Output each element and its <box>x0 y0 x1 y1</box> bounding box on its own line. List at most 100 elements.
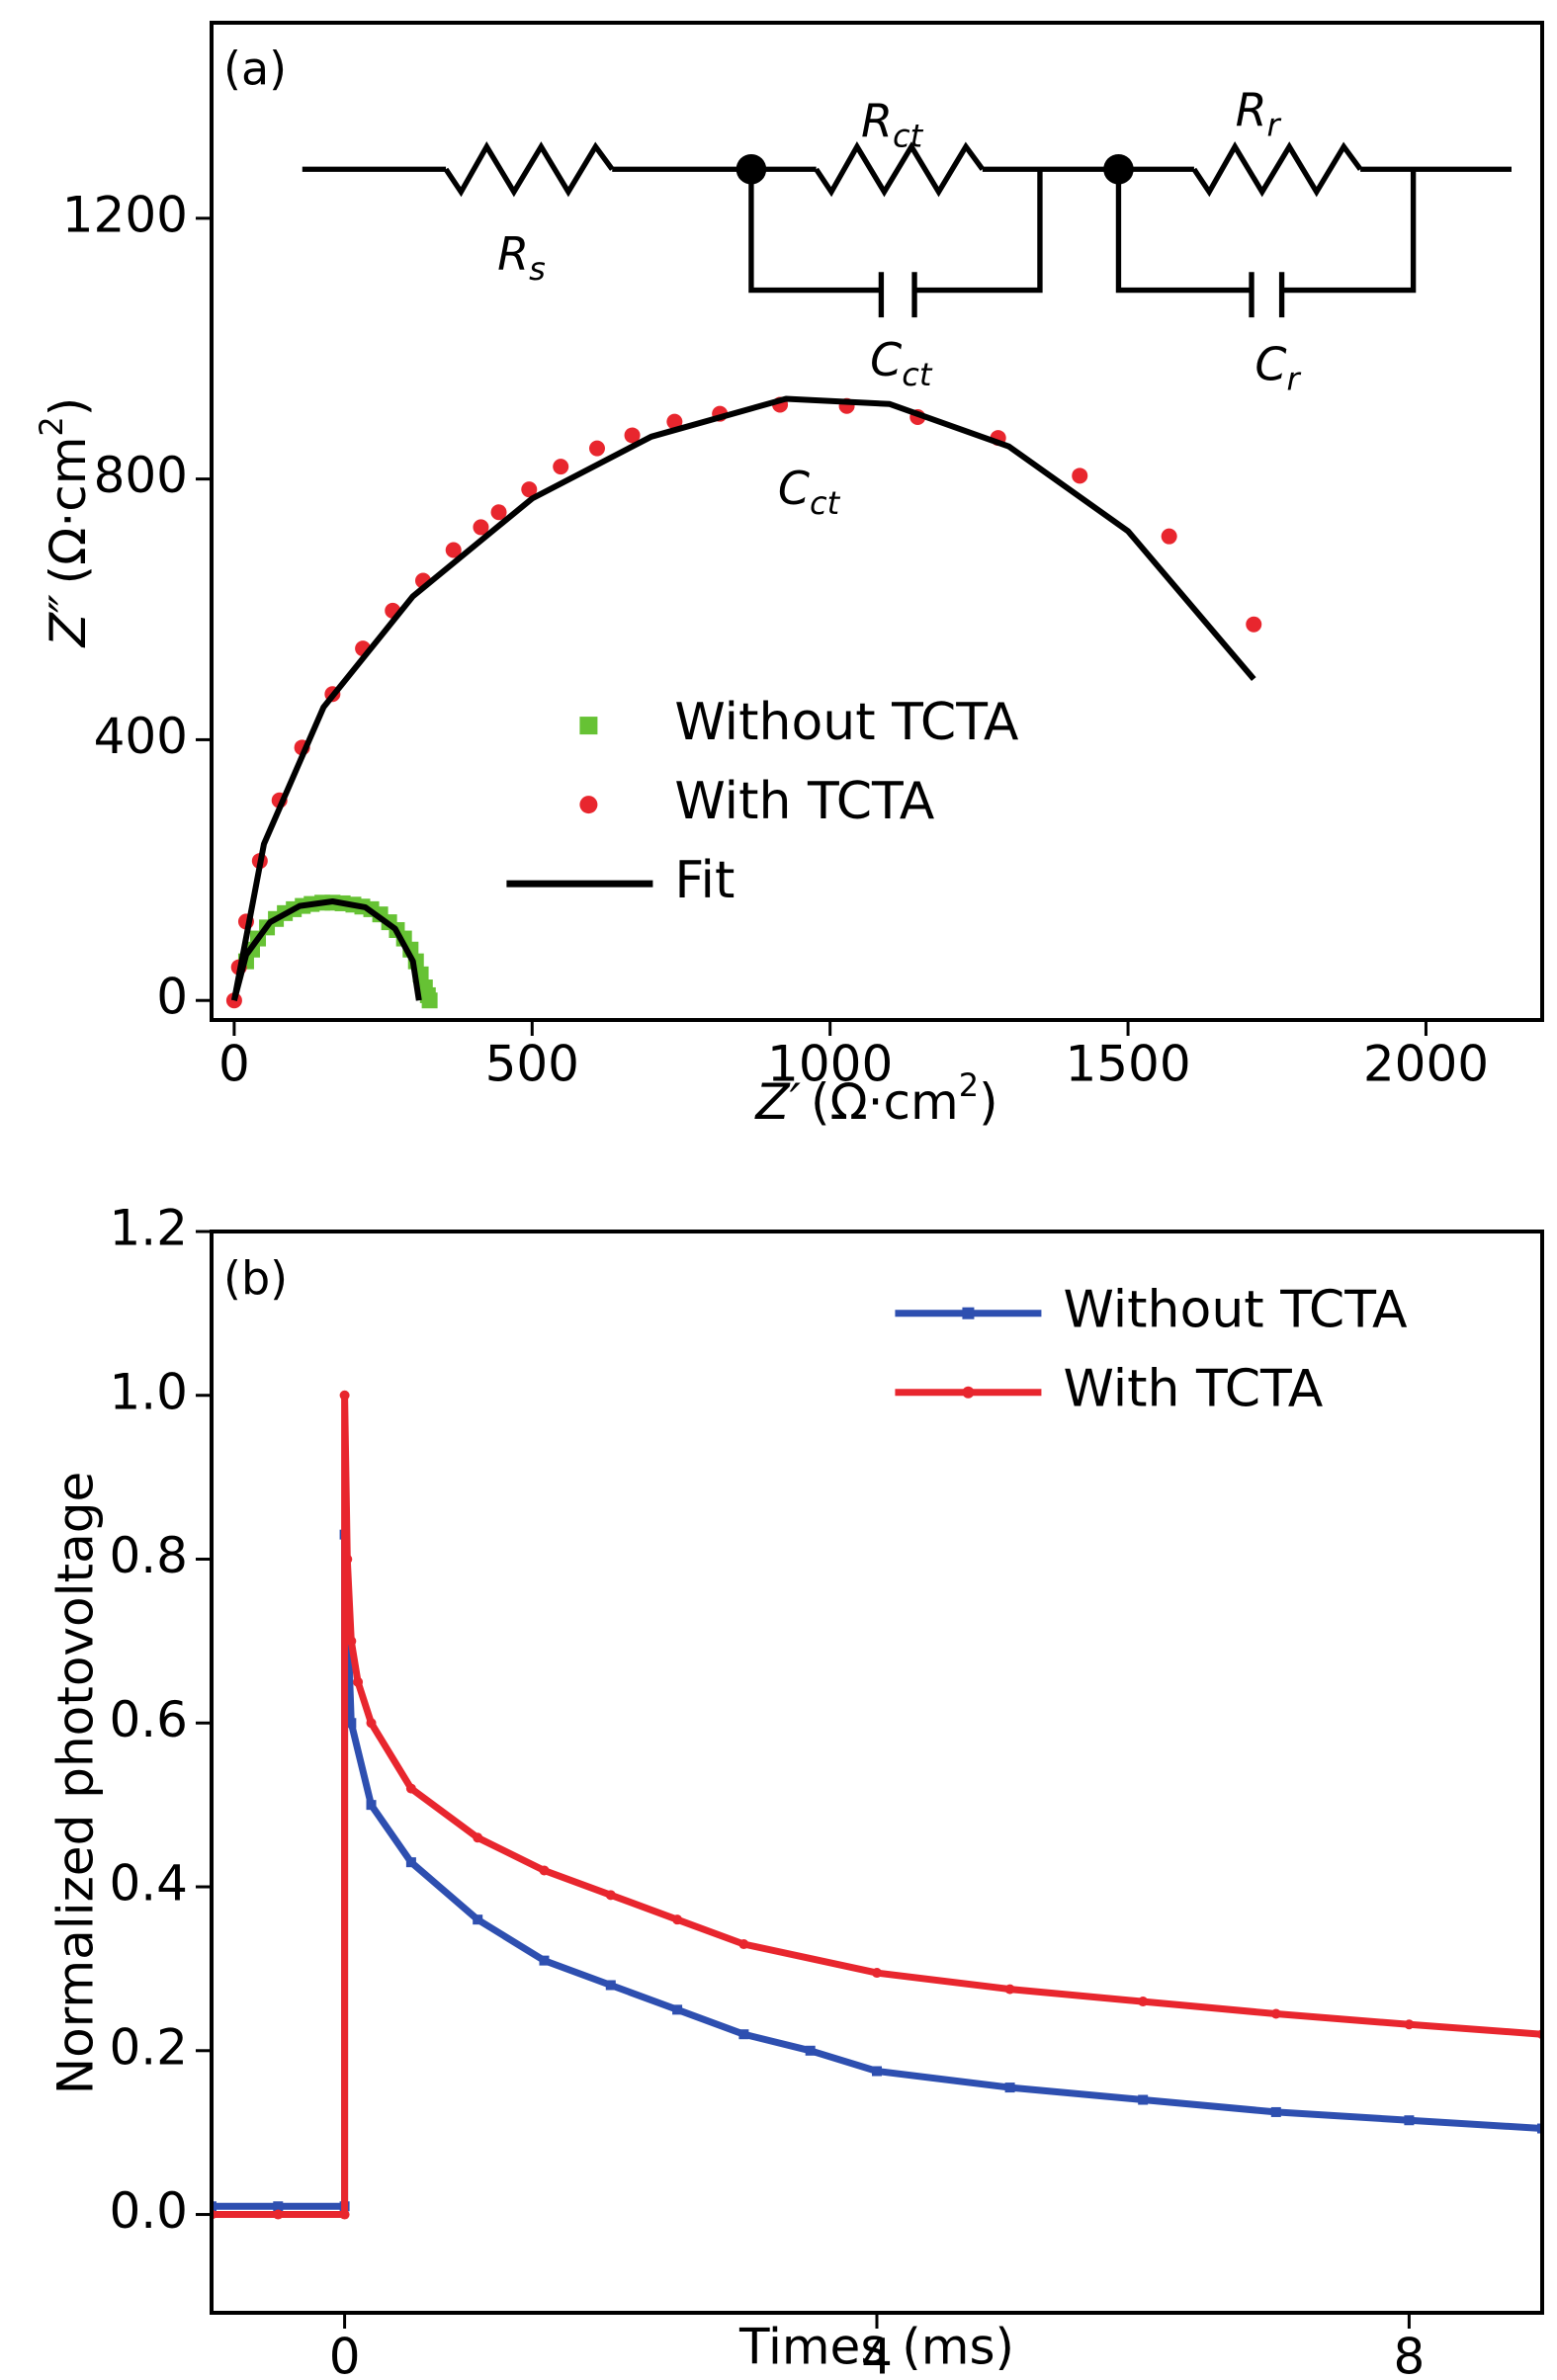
circuit-label: Rr <box>1236 83 1282 144</box>
data-point <box>346 1718 357 1729</box>
axis-label-unit: (Ω·cm <box>40 437 97 585</box>
legend-marker <box>579 796 598 814</box>
axis-label-sup: 2 <box>959 1066 979 1104</box>
label-subscript: r <box>1286 361 1301 398</box>
legend-label: Without TCTA <box>674 693 1019 752</box>
panel-label: (b) <box>223 1252 288 1306</box>
data-point <box>490 504 507 521</box>
label-subscript: s <box>529 250 546 288</box>
data-point <box>1246 616 1262 633</box>
y-tick-label: 0.4 <box>109 1855 188 1912</box>
data-point <box>405 1857 416 1868</box>
data-point <box>666 413 683 430</box>
circuit-label: Cct <box>778 461 841 522</box>
data-point <box>1138 1997 1149 2007</box>
label-subscript: ct <box>810 484 841 522</box>
y-tick-label: 800 <box>94 447 188 504</box>
data-point <box>539 1955 550 1966</box>
axis-label: Z′ (Ω·cm2) <box>753 1066 997 1131</box>
data-point <box>421 992 438 1009</box>
series-line <box>212 1392 1542 2218</box>
data-point <box>872 1968 882 1979</box>
data-point <box>1072 468 1088 484</box>
y-tick-label: 1.2 <box>109 1200 188 1257</box>
data-point <box>1161 528 1177 545</box>
data-point <box>473 519 489 536</box>
plot-frame <box>210 1230 1544 2315</box>
axis-label-symbol: Z′ <box>753 1073 801 1131</box>
data-point <box>473 1914 483 1925</box>
series-line <box>230 395 1256 1001</box>
data-point <box>624 427 641 444</box>
circuit-label: Cct <box>870 332 933 393</box>
data-point <box>1404 2115 1415 2126</box>
data-point <box>339 1390 350 1401</box>
data-point <box>672 1914 683 1925</box>
label-symbol: C <box>1254 337 1286 390</box>
axis-label: Normalized photovoltage <box>47 1472 105 2094</box>
label-symbol: R <box>497 226 529 280</box>
data-point <box>273 2201 284 2212</box>
data-point <box>605 1890 616 1901</box>
data-point <box>672 2004 683 2015</box>
data-point <box>212 2201 216 2212</box>
circuit-diagram <box>302 141 1513 318</box>
plot-area <box>212 1390 1542 2220</box>
data-point <box>521 481 538 498</box>
data-point <box>872 2066 882 2077</box>
y-tick-label: 400 <box>94 708 188 765</box>
data-point <box>1404 2019 1415 2030</box>
y-tick-label: 1.0 <box>109 1363 188 1420</box>
plot-frame <box>210 21 1544 1022</box>
data-point <box>339 2209 350 2220</box>
legend-label: With TCTA <box>1063 1360 1323 1419</box>
label-symbol: C <box>778 461 810 514</box>
data-point <box>346 1636 357 1647</box>
data-point <box>738 2029 749 2040</box>
axis-label-symbol: Z″ <box>40 594 97 648</box>
legend-label: Fit <box>674 851 735 910</box>
x-tick-label: 1000 <box>767 1036 893 1093</box>
axis-label: Times (ms) <box>738 2319 1014 2376</box>
axis-label-sup: 2 <box>33 416 70 436</box>
axis-label-unit: (Ω·cm <box>811 1073 959 1131</box>
y-tick-label: 0.0 <box>109 2182 188 2240</box>
x-tick-label: 0 <box>218 1036 250 1093</box>
x-tick-label: 2000 <box>1363 1036 1489 1093</box>
data-point <box>539 1865 550 1876</box>
data-point <box>1138 2094 1149 2105</box>
data-point <box>366 1800 377 1811</box>
y-tick-label: 0.2 <box>109 2018 188 2076</box>
x-tick-label: 4 <box>861 2329 893 2380</box>
y-tick-label: 0.6 <box>109 1691 188 1748</box>
label-symbol: R <box>1236 83 1267 136</box>
legend-label: Without TCTA <box>1063 1281 1408 1340</box>
legend-marker <box>962 1386 975 1399</box>
data-point <box>1270 2106 1281 2117</box>
data-point <box>588 440 605 457</box>
x-tick-label: 500 <box>485 1036 579 1093</box>
data-point <box>445 542 462 558</box>
data-point <box>805 2045 816 2056</box>
data-point <box>1537 2123 1542 2134</box>
label-symbol: R <box>861 94 893 147</box>
label-subscript: ct <box>902 356 933 393</box>
legend-marker <box>962 1307 975 1319</box>
x-tick-label: 8 <box>1393 2329 1425 2380</box>
axis-label-end: ) <box>979 1073 998 1131</box>
series-line <box>212 1531 1542 2210</box>
y-tick-label: 1200 <box>62 186 188 243</box>
data-point <box>342 1554 353 1565</box>
data-point <box>605 1980 616 1991</box>
data-point <box>1004 2082 1015 2093</box>
circuit-label: Rct <box>861 94 924 154</box>
plot-area <box>225 395 1262 1009</box>
label-symbol: C <box>870 332 902 385</box>
data-point <box>353 1676 364 1687</box>
x-tick-label: 1500 <box>1065 1036 1190 1093</box>
axis-label: Z″ (Ω·cm2) <box>33 397 97 649</box>
circuit-label: Rs <box>497 226 546 288</box>
circuit-label: Cr <box>1254 337 1301 398</box>
data-point <box>473 1832 483 1843</box>
